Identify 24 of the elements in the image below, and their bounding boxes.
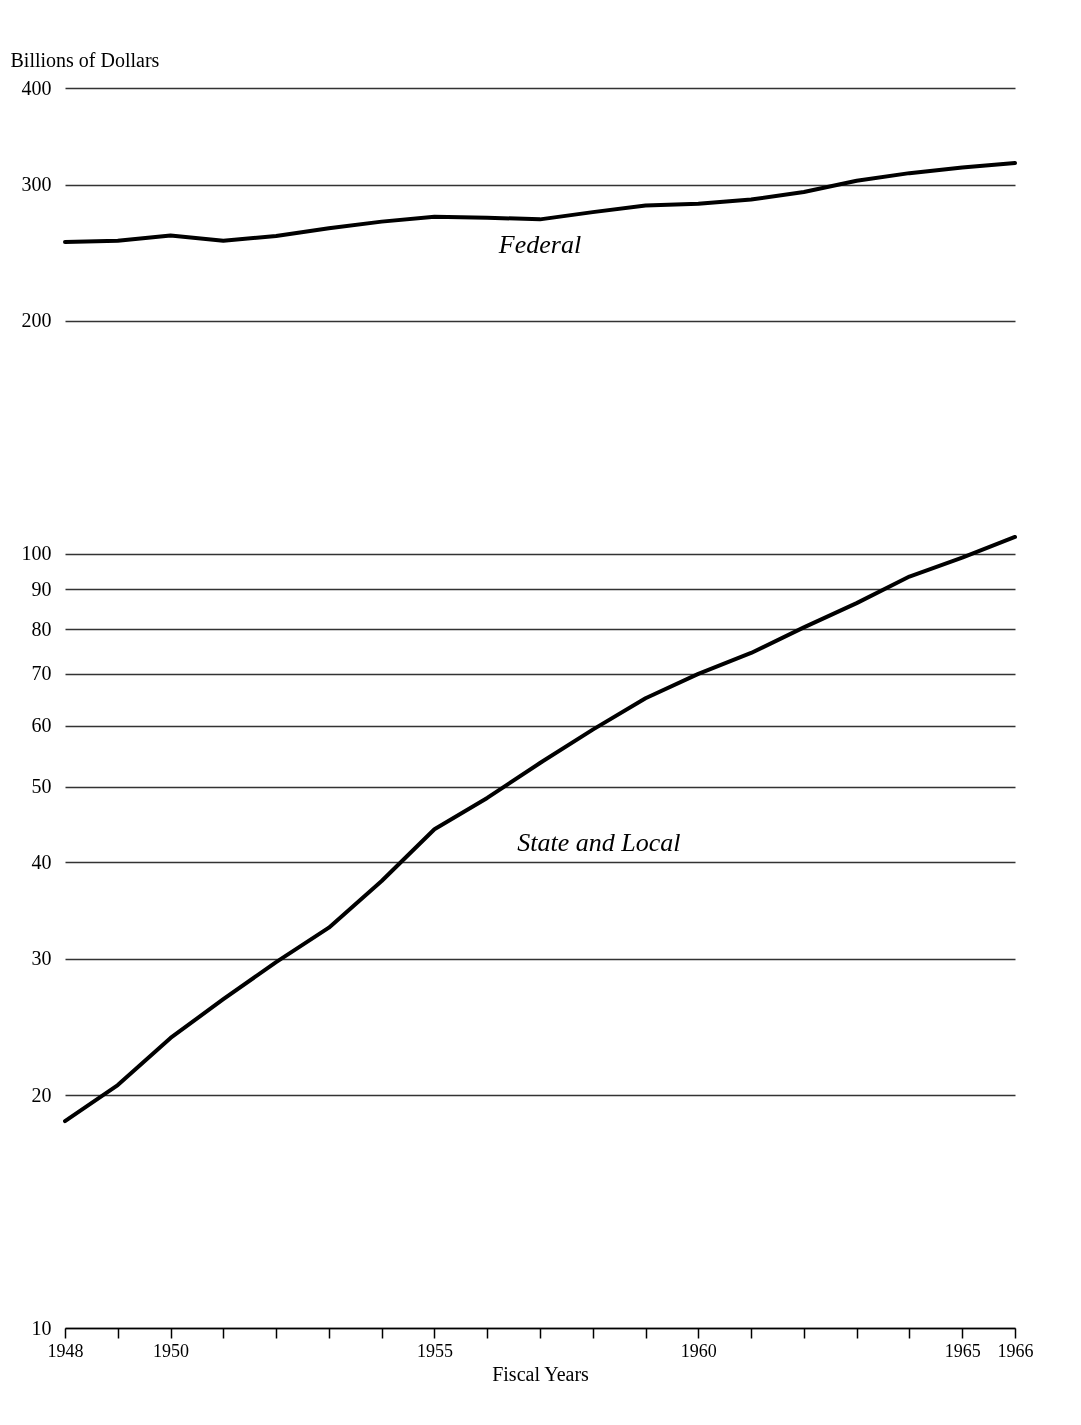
y-tick-label: 300 (21, 173, 52, 196)
x-tick-label: 1950 (153, 1340, 190, 1361)
y-tick-label: 400 (21, 76, 52, 99)
y-tick-label: 50 (31, 775, 52, 798)
y-axis-title: Billions of Dollars (10, 48, 160, 71)
line-series (63, 534, 1017, 1124)
series-label: State and Local (517, 827, 681, 857)
x-tick-label: 1966 (997, 1340, 1034, 1361)
x-tick-label: 1955 (416, 1340, 453, 1361)
y-tick-label: 200 (21, 309, 52, 332)
series-label: Federal (497, 230, 582, 260)
y-tick-label: 30 (31, 947, 52, 970)
x-tick-label: 1960 (680, 1340, 717, 1361)
x-tick-label: 1965 (944, 1340, 981, 1361)
y-tick-label: 90 (31, 577, 52, 600)
y-tick-label: 80 (31, 617, 52, 640)
y-tick-label: 70 (31, 662, 52, 685)
x-axis-title: Fiscal Years (492, 1362, 590, 1385)
y-tick-label: 60 (31, 714, 52, 737)
y-tick-label: 10 (31, 1316, 52, 1339)
y-tick-label: 20 (31, 1083, 52, 1106)
x-tick-label: 1948 (47, 1340, 84, 1361)
y-tick-label: 100 (21, 542, 52, 565)
y-tick-label: 40 (31, 850, 52, 873)
